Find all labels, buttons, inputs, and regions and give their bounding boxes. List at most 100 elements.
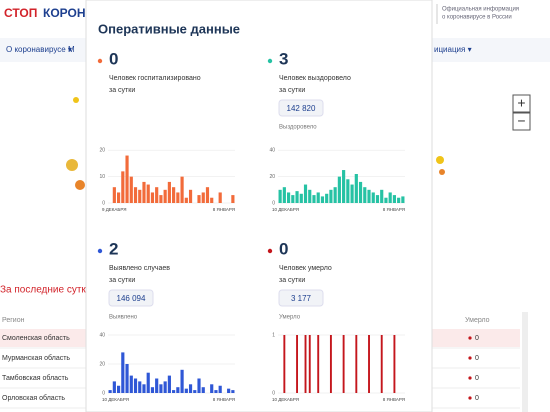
notice: Официальная информация [442, 7, 519, 13]
region-name: Тамбовская область [2, 374, 69, 382]
bar [163, 381, 167, 393]
bar [116, 192, 121, 203]
bar [188, 384, 193, 393]
map-dot [436, 156, 444, 164]
logo-red: СТОП [4, 6, 37, 20]
bar [295, 191, 299, 203]
x-tick-label: 10 ДЕКАБРЯ [272, 207, 299, 212]
bar [116, 385, 121, 393]
y-tick-label: 40 [269, 148, 275, 154]
bar [303, 184, 308, 203]
bar [388, 192, 392, 203]
bar [354, 174, 358, 203]
zoom-in[interactable] [512, 94, 531, 113]
bullet [267, 58, 273, 64]
bar [180, 369, 184, 393]
regions-title: За последние сутки [0, 285, 91, 296]
panel-total-label: Умерло [279, 315, 301, 321]
bullet [468, 356, 472, 360]
bar [317, 335, 320, 393]
bar [176, 387, 180, 393]
bar [329, 335, 332, 393]
bar [159, 195, 163, 203]
nav-item[interactable]: М [68, 45, 75, 54]
y-tick-label: 10 [99, 174, 105, 180]
map-dot [66, 159, 78, 171]
bar [299, 193, 303, 203]
panel-label: за сутки [279, 277, 305, 284]
bar [368, 335, 370, 393]
bar [138, 381, 142, 393]
bar [342, 170, 346, 203]
bar [125, 155, 129, 203]
bar [188, 189, 193, 203]
bar [210, 384, 214, 393]
region-name: Смоленская область [2, 334, 70, 342]
bar [167, 375, 171, 393]
bar [142, 384, 146, 393]
scrollbar [522, 312, 528, 412]
zoom-out-label[interactable]: − [517, 113, 525, 129]
zoom-out[interactable] [512, 112, 531, 131]
total-box [278, 99, 324, 117]
bar [304, 335, 307, 393]
bar [401, 196, 405, 203]
panel-label: Выявлено случаев [109, 265, 170, 272]
panel-value: 3 [279, 49, 288, 68]
panel-total-label: Выздоровело [279, 125, 317, 131]
bar [112, 381, 116, 393]
bar [316, 192, 320, 203]
bar [282, 187, 286, 203]
region-name: Орловская область [2, 394, 65, 402]
nav-item[interactable]: О коронавирусе ▾ [6, 45, 72, 54]
y-tick-label: 40 [99, 332, 105, 338]
bar [155, 378, 159, 393]
bar [133, 187, 138, 203]
bar [129, 375, 133, 393]
bar [142, 181, 146, 203]
y-tick-label: 0 [102, 200, 105, 206]
bar [363, 187, 367, 203]
bar [320, 196, 325, 203]
bar [291, 195, 295, 203]
bar [129, 176, 133, 203]
panel-total-label: Выявлено [109, 315, 138, 321]
bullet [468, 336, 472, 340]
bar [197, 195, 201, 203]
bar [397, 197, 401, 203]
x-tick-label: 8 ЯНВАРЯ [383, 397, 405, 402]
y-tick-label: 20 [99, 361, 105, 367]
bar [138, 189, 142, 203]
nav-item[interactable]: ициация ▾ [434, 45, 472, 54]
bar [308, 189, 312, 203]
bar [121, 352, 125, 393]
bar [337, 176, 341, 203]
bullet [468, 376, 472, 380]
bar [384, 197, 388, 203]
bar [380, 189, 384, 203]
bar [155, 187, 159, 203]
x-tick-label: 8 ЯНВАРЯ [213, 397, 235, 402]
bar [346, 179, 350, 203]
bar [231, 390, 235, 393]
bar [197, 378, 201, 393]
map-dot [75, 180, 85, 190]
bar [133, 378, 138, 393]
bar [159, 384, 163, 393]
bar [205, 187, 210, 203]
panel-label: Человек умерло [279, 265, 332, 272]
zoom-in-label[interactable]: + [517, 95, 525, 111]
bar [375, 195, 380, 203]
map-dot [73, 97, 79, 103]
bar [312, 195, 316, 203]
bar [296, 335, 299, 393]
bar [218, 192, 222, 203]
region-value: 0 [475, 355, 479, 362]
bar [358, 181, 363, 203]
bar [125, 364, 129, 393]
bar [180, 176, 184, 203]
bar [350, 184, 354, 203]
column-header: Умерло [465, 317, 490, 324]
